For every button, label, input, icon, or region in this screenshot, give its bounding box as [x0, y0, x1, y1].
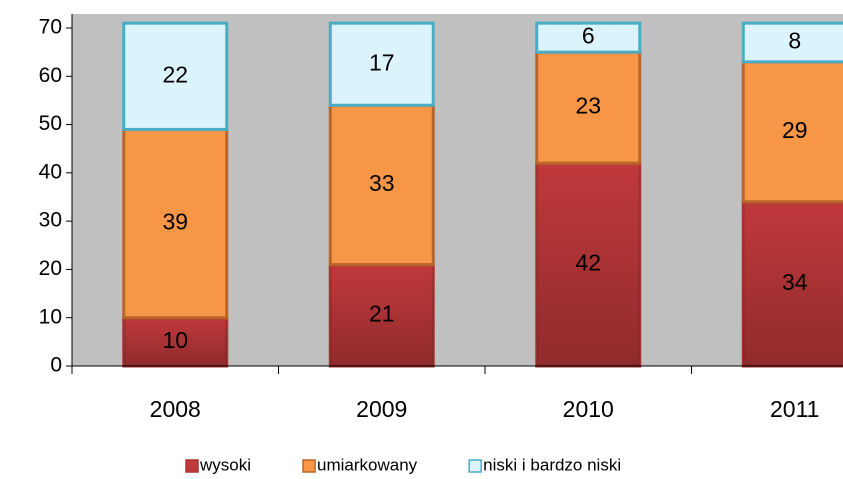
bar-segment	[741, 60, 843, 204]
data-label: 33	[369, 170, 395, 196]
legend-marker	[302, 459, 316, 473]
y-tick-label: 10	[39, 305, 62, 328]
bar-segment	[328, 103, 435, 267]
x-tick-label: 2010	[563, 396, 614, 422]
data-label: 22	[162, 61, 188, 87]
legend-label: wysoki	[199, 455, 251, 474]
data-label: 17	[369, 49, 395, 75]
y-tick-label: 50	[39, 112, 62, 135]
legend-label: umiarkowany	[317, 455, 418, 474]
y-tick-label: 70	[39, 16, 62, 39]
legend-marker	[185, 459, 199, 473]
x-tick-label: 2009	[356, 396, 407, 422]
y-tick-label: 20	[39, 257, 62, 280]
bar-segment	[122, 127, 229, 320]
x-tick-label: 2008	[150, 396, 201, 422]
y-tick-label: 40	[39, 160, 62, 183]
data-label: 29	[782, 117, 808, 143]
bar-segment	[122, 21, 229, 131]
bar-shade	[743, 201, 843, 366]
legend-marker	[468, 459, 482, 473]
data-label: 8	[788, 28, 801, 54]
data-label: 10	[162, 327, 188, 353]
bar-shade	[123, 317, 227, 366]
y-tick-label: 30	[39, 209, 62, 232]
bar-segment	[741, 21, 843, 64]
bar-shade	[330, 264, 434, 366]
y-tick-label: 0	[50, 354, 62, 377]
data-label: 21	[369, 300, 395, 326]
y-tick-label: 60	[39, 64, 62, 87]
data-label: 42	[575, 250, 601, 276]
data-label: 23	[575, 93, 601, 119]
data-label: 6	[582, 23, 595, 49]
x-tick-label: 2011	[770, 396, 819, 422]
bar-segment	[328, 21, 435, 107]
bar-segment	[535, 21, 642, 54]
data-label: 39	[162, 209, 188, 235]
data-label: 34	[782, 269, 808, 295]
bar-segment	[535, 50, 642, 165]
legend-label: niski i bardzo niski	[483, 455, 621, 474]
bar-shade	[536, 163, 640, 366]
